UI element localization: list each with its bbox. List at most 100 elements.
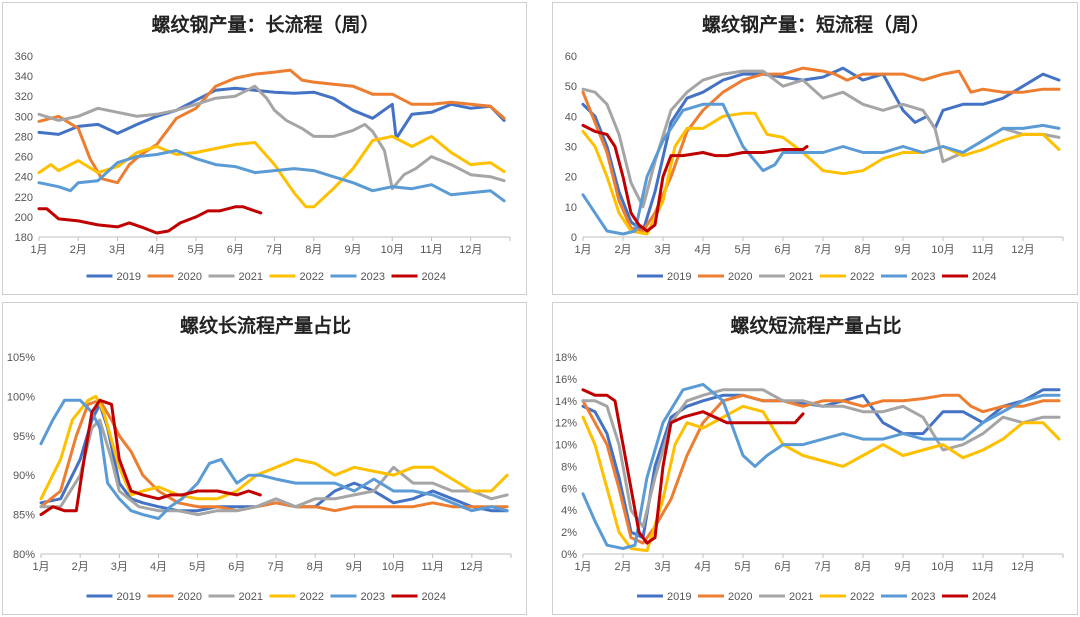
series-line-2023 xyxy=(581,102,1061,236)
chart-panel-long-process-output: 螺纹钢产量：长流程（周） 180 200 220 240 260 280 300 320 340 3… xyxy=(2,2,527,295)
x-tick-label: 5月 xyxy=(734,244,751,256)
y-tick-label: 200 xyxy=(15,212,33,224)
chart-panel-short-process-share: 螺纹短流程产量占比 0% 2% 4% 6% 8% 10% 12% 14% 16% 18% 1月 2月 3月… xyxy=(552,302,1078,615)
chart-title: 螺纹钢产量：长流程（周） xyxy=(151,13,379,36)
legend-label-2020: 2020 xyxy=(728,271,752,283)
chart-long-process-output: 螺纹钢产量：长流程（周） 180 200 220 240 260 280 300 320 340 3… xyxy=(15,13,511,283)
x-tick-label: 12月 xyxy=(460,561,483,573)
legend-label-2022: 2022 xyxy=(850,271,874,283)
x-tick-label: 9月 xyxy=(344,244,361,256)
x-tick-label: 3月 xyxy=(111,561,128,573)
legend-label-2019: 2019 xyxy=(117,271,141,283)
x-tick-label: 11月 xyxy=(972,244,994,256)
y-tick-label: 220 xyxy=(15,192,33,204)
x-tick-label: 12月 xyxy=(1011,244,1034,256)
y-tick-label: 10% xyxy=(555,440,577,452)
chart-title: 螺纹短流程产量占比 xyxy=(730,314,901,337)
y-tick-label: 14% xyxy=(555,396,577,408)
x-tick-label: 2月 xyxy=(70,244,87,256)
x-tick-label: 10月 xyxy=(381,244,404,256)
x-tick-label: 5月 xyxy=(189,561,206,573)
series-line-2019 xyxy=(37,86,506,140)
y-tick-label: 8% xyxy=(561,461,577,473)
y-tick-label: 105% xyxy=(7,352,35,364)
legend-label-2021: 2021 xyxy=(239,271,263,283)
y-tick-label: 10 xyxy=(565,202,577,214)
chart-title: 螺纹长流程产量占比 xyxy=(180,314,351,337)
legend-label-2021: 2021 xyxy=(789,591,813,603)
x-tick-label: 2月 xyxy=(614,244,631,256)
x-tick-label: 6月 xyxy=(774,244,791,256)
x-tick-label: 11月 xyxy=(972,561,994,573)
legend-label-2020: 2020 xyxy=(178,591,202,603)
x-tick-label: 11月 xyxy=(420,244,442,256)
chart-panel-short-process-output: 螺纹钢产量：短流程（周） 0 10 20 30 40 50 60 1月 2月 3月 4月 5月 6月 7月 8… xyxy=(552,2,1078,295)
series-line-2022 xyxy=(581,111,1061,236)
x-tick-label: 9月 xyxy=(894,244,911,256)
x-tick-label: 9月 xyxy=(346,561,363,573)
x-tick-label: 7月 xyxy=(266,244,283,256)
x-tick-label: 3月 xyxy=(654,561,671,573)
x-tick-label: 12月 xyxy=(459,244,482,256)
y-tick-label: 360 xyxy=(15,51,33,63)
x-tick-label: 3月 xyxy=(109,244,126,256)
y-tick-label: 300 xyxy=(15,111,33,123)
series-line-2021 xyxy=(39,418,509,517)
y-tick-label: 20 xyxy=(565,172,577,184)
y-tick-label: 0% xyxy=(561,549,577,561)
y-tick-label: 280 xyxy=(15,131,33,143)
x-tick-label: 8月 xyxy=(305,244,322,256)
legend-label-2024: 2024 xyxy=(972,591,996,603)
series-line-2024 xyxy=(37,205,263,235)
y-tick-label: 16% xyxy=(555,374,577,386)
y-tick-label: 90% xyxy=(13,470,35,482)
legend-label-2023: 2023 xyxy=(911,271,935,283)
legend-label-2019: 2019 xyxy=(667,271,691,283)
y-tick-label: 6% xyxy=(561,483,577,495)
legend-label-2020: 2020 xyxy=(178,271,202,283)
chart-title: 螺纹钢产量：短流程（周） xyxy=(702,13,930,36)
x-tick-label: 9月 xyxy=(894,561,911,573)
legend-label-2019: 2019 xyxy=(117,591,141,603)
x-tick-label: 3月 xyxy=(654,244,671,256)
series-line-2020 xyxy=(37,68,506,185)
chart-short-process-share: 螺纹短流程产量占比 0% 2% 4% 6% 8% 10% 12% 14% 16% 18% 1月 2月 3月… xyxy=(555,314,1064,603)
y-tick-label: 40 xyxy=(565,111,577,123)
x-tick-label: 4月 xyxy=(150,561,167,573)
series-line-2021 xyxy=(37,84,506,191)
series-line-2019 xyxy=(581,66,1061,233)
legend-label-2022: 2022 xyxy=(300,271,324,283)
legend-label-2022: 2022 xyxy=(850,591,874,603)
x-tick-label: 2月 xyxy=(72,561,89,573)
legend-label-2024: 2024 xyxy=(422,271,446,283)
chart-short-process-output: 螺纹钢产量：短流程（周） 0 10 20 30 40 50 60 1月 2月 3月 4月 5月 6月 7月 8… xyxy=(565,13,1064,283)
x-tick-label: 7月 xyxy=(267,561,284,573)
y-tick-label: 340 xyxy=(15,71,33,83)
legend-label-2023: 2023 xyxy=(911,591,935,603)
series-line-2022 xyxy=(37,134,506,209)
series-line-2022 xyxy=(39,394,509,501)
x-tick-label: 4月 xyxy=(148,244,165,256)
legend-label-2024: 2024 xyxy=(972,271,996,283)
chart-panel-long-process-share: 螺纹长流程产量占比 80% 85% 90% 95% 100% 105% 1月 2月 3月 4月 5月 6… xyxy=(2,302,527,615)
series-line-2020 xyxy=(581,393,1061,545)
x-tick-label: 11月 xyxy=(421,561,443,573)
legend-label-2021: 2021 xyxy=(789,271,813,283)
legend-label-2021: 2021 xyxy=(239,591,263,603)
y-tick-label: 240 xyxy=(15,172,33,184)
x-tick-label: 8月 xyxy=(307,561,324,573)
series-line-2024 xyxy=(581,123,809,233)
y-tick-label: 2% xyxy=(561,527,577,539)
x-tick-label: 7月 xyxy=(814,244,831,256)
y-tick-label: 320 xyxy=(15,91,33,103)
x-tick-label: 5月 xyxy=(734,561,751,573)
x-tick-label: 1月 xyxy=(30,244,47,256)
x-tick-label: 8月 xyxy=(854,561,871,573)
x-tick-label: 10月 xyxy=(931,561,954,573)
x-tick-label: 1月 xyxy=(32,561,49,573)
series-line-2023 xyxy=(39,398,509,520)
chart-long-process-share: 螺纹长流程产量占比 80% 85% 90% 95% 100% 105% 1月 2月 3月 4月 5月 6… xyxy=(7,314,512,603)
y-tick-label: 0 xyxy=(571,232,577,244)
y-tick-label: 80% xyxy=(13,549,35,561)
series-line-2023 xyxy=(581,382,1061,550)
